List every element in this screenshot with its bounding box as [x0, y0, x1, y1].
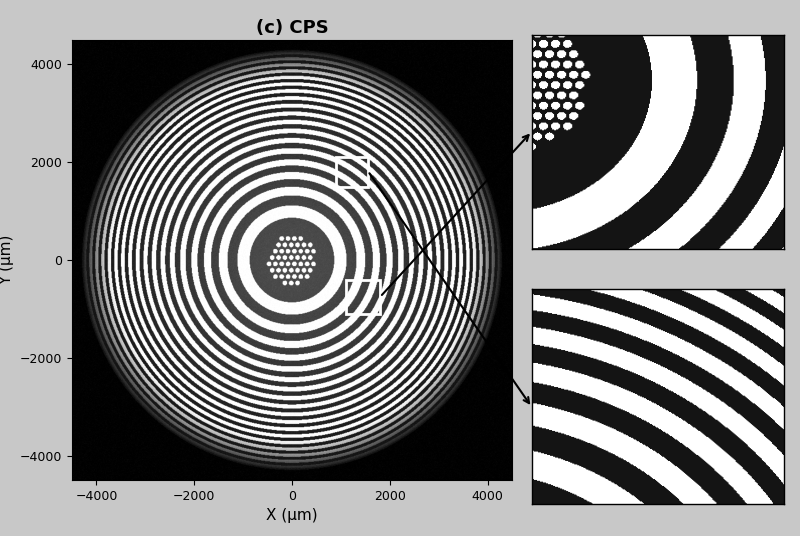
Y-axis label: Y (μm): Y (μm) [0, 235, 14, 285]
Title: (c) CPS: (c) CPS [256, 19, 328, 37]
Bar [336, 157, 368, 187]
X-axis label: X (μm): X (μm) [266, 508, 318, 523]
Bar [346, 279, 380, 314]
